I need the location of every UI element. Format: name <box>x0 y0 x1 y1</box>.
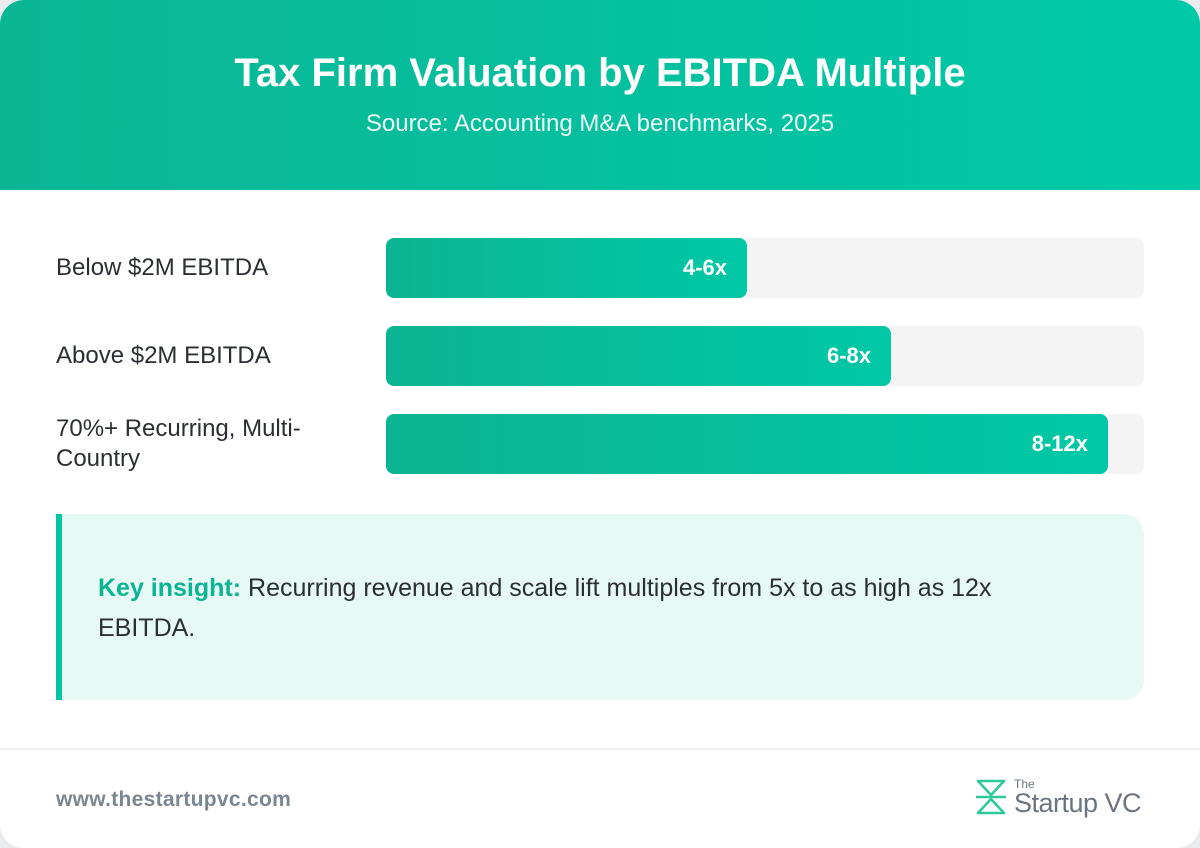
bar: 8-12x <box>386 414 1108 474</box>
footer-url: www.thestartupvc.com <box>56 788 292 811</box>
startupvc-logo-icon <box>976 779 1006 815</box>
insight-text: Recurring revenue and scale lift multipl… <box>98 574 992 642</box>
bar-track: 8-12x <box>386 414 1144 474</box>
bar-track: 6-8x <box>386 326 1144 386</box>
bar-value-label: 8-12x <box>1031 431 1088 456</box>
header-banner: Tax Firm Valuation by EBITDA Multiple So… <box>0 0 1200 190</box>
chart-subtitle: Source: Accounting M&A benchmarks, 2025 <box>365 110 835 137</box>
bar-value-label: 4-6x <box>682 255 727 280</box>
category-label: 70%+ Recurring, Multi-Country <box>56 415 301 472</box>
bar: 4-6x <box>386 238 747 298</box>
chart-row: Above $2M EBITDA 6-8x <box>56 326 1144 386</box>
insight-box: Key insight: Recurring revenue and scale… <box>56 514 1144 700</box>
logo-the-text: The <box>1014 777 1035 791</box>
chart-row: Below $2M EBITDA 4-6x <box>56 238 1144 298</box>
footer: www.thestartupvc.com The Startup VC <box>0 748 1200 848</box>
category-label: Above $2M EBITDA <box>56 342 271 369</box>
bar-track: 4-6x <box>386 238 1144 298</box>
brand-logo: The Startup VC <box>974 778 1144 818</box>
chart-row: 70%+ Recurring, Multi-Country 8-12x <box>56 414 1144 474</box>
insight-label: Key insight: <box>98 574 242 602</box>
bar-value-label: 6-8x <box>826 343 871 368</box>
chart-title: Tax Firm Valuation by EBITDA Multiple <box>234 51 966 95</box>
category-label: Below $2M EBITDA <box>56 254 269 281</box>
bar: 6-8x <box>386 326 891 386</box>
bar-chart: Below $2M EBITDA 4-6x Above $2M EBITDA 6-8x… <box>56 238 1144 502</box>
logo-name-text: Startup VC <box>1014 788 1142 818</box>
